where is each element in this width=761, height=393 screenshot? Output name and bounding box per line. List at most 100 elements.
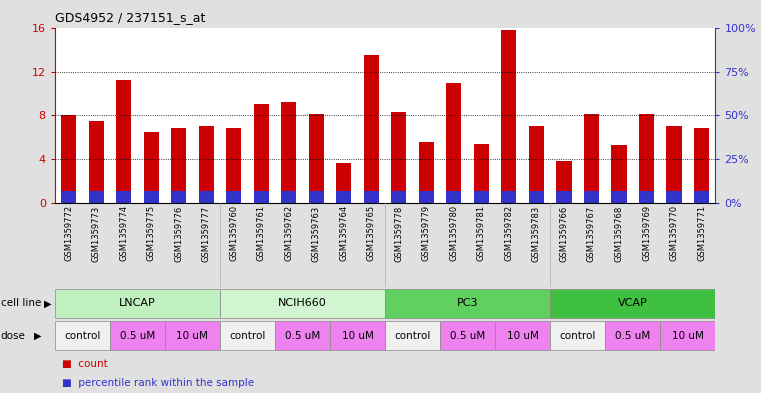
Text: GSM1359782: GSM1359782 xyxy=(505,205,514,261)
Bar xyxy=(220,321,275,350)
Bar xyxy=(226,129,241,203)
Text: cell line: cell line xyxy=(1,298,41,309)
Bar xyxy=(419,191,434,203)
Text: 0.5 uM: 0.5 uM xyxy=(450,331,486,341)
Bar xyxy=(611,191,626,203)
Bar xyxy=(336,163,352,203)
Bar xyxy=(116,191,131,203)
Bar xyxy=(220,289,385,318)
Text: GSM1359765: GSM1359765 xyxy=(367,205,376,261)
Text: GSM1359774: GSM1359774 xyxy=(119,205,128,261)
Text: VCAP: VCAP xyxy=(618,298,648,309)
Text: 10 uM: 10 uM xyxy=(177,331,209,341)
Text: GSM1359783: GSM1359783 xyxy=(532,205,541,262)
Bar xyxy=(556,161,572,203)
Bar xyxy=(584,191,599,203)
Bar xyxy=(55,321,110,350)
Text: 0.5 uM: 0.5 uM xyxy=(119,331,155,341)
Bar xyxy=(364,191,379,203)
Bar xyxy=(584,114,599,203)
Text: ■  count: ■ count xyxy=(62,359,108,369)
Bar xyxy=(529,126,544,203)
Text: GSM1359770: GSM1359770 xyxy=(670,205,679,261)
Text: GSM1359762: GSM1359762 xyxy=(285,205,293,261)
Text: GSM1359780: GSM1359780 xyxy=(450,205,458,261)
Text: GSM1359760: GSM1359760 xyxy=(229,205,238,261)
Bar xyxy=(171,191,186,203)
Bar xyxy=(550,289,715,318)
Text: 10 uM: 10 uM xyxy=(672,331,704,341)
Bar xyxy=(667,191,682,203)
Text: GSM1359781: GSM1359781 xyxy=(477,205,486,261)
Text: GSM1359766: GSM1359766 xyxy=(559,205,568,262)
Bar xyxy=(199,191,214,203)
Bar xyxy=(661,321,715,350)
Bar xyxy=(446,191,461,203)
Text: GSM1359772: GSM1359772 xyxy=(64,205,73,261)
Text: GSM1359778: GSM1359778 xyxy=(394,205,403,262)
Bar xyxy=(605,321,661,350)
Bar xyxy=(446,83,461,203)
Bar xyxy=(639,191,654,203)
Bar xyxy=(391,112,406,203)
Bar xyxy=(253,105,269,203)
Bar xyxy=(116,80,131,203)
Bar xyxy=(330,321,385,350)
Bar xyxy=(309,114,324,203)
Text: PC3: PC3 xyxy=(457,298,479,309)
Bar xyxy=(61,116,76,203)
Text: GSM1359771: GSM1359771 xyxy=(697,205,706,261)
Bar xyxy=(55,289,220,318)
Bar xyxy=(110,321,165,350)
Text: control: control xyxy=(559,331,596,341)
Bar xyxy=(667,126,682,203)
Bar xyxy=(694,191,709,203)
Bar xyxy=(226,191,241,203)
Text: GSM1359768: GSM1359768 xyxy=(615,205,623,262)
Text: GSM1359775: GSM1359775 xyxy=(147,205,155,261)
Bar xyxy=(419,141,434,203)
Bar xyxy=(253,191,269,203)
Text: control: control xyxy=(394,331,431,341)
Text: GSM1359779: GSM1359779 xyxy=(422,205,431,261)
Bar xyxy=(364,55,379,203)
Bar xyxy=(199,126,214,203)
Text: GSM1359776: GSM1359776 xyxy=(174,205,183,262)
Text: LNCAP: LNCAP xyxy=(119,298,156,309)
Text: GSM1359764: GSM1359764 xyxy=(339,205,349,261)
Bar xyxy=(88,121,103,203)
Bar xyxy=(474,144,489,203)
Text: 0.5 uM: 0.5 uM xyxy=(285,331,320,341)
Text: GDS4952 / 237151_s_at: GDS4952 / 237151_s_at xyxy=(55,11,205,24)
Bar xyxy=(501,30,517,203)
Bar xyxy=(61,191,76,203)
Text: NCIH660: NCIH660 xyxy=(278,298,327,309)
Bar xyxy=(144,132,159,203)
Text: 10 uM: 10 uM xyxy=(507,331,539,341)
Bar xyxy=(611,145,626,203)
Bar xyxy=(391,191,406,203)
Text: control: control xyxy=(229,331,266,341)
Text: 10 uM: 10 uM xyxy=(342,331,374,341)
Bar xyxy=(440,321,495,350)
Text: ▶: ▶ xyxy=(44,298,52,309)
Bar xyxy=(495,321,550,350)
Bar xyxy=(171,129,186,203)
Bar xyxy=(385,321,440,350)
Text: ▶: ▶ xyxy=(34,331,42,341)
Text: GSM1359777: GSM1359777 xyxy=(202,205,211,262)
Text: 0.5 uM: 0.5 uM xyxy=(615,331,651,341)
Bar xyxy=(556,191,572,203)
Text: GSM1359773: GSM1359773 xyxy=(91,205,100,262)
Bar xyxy=(281,102,296,203)
Bar xyxy=(639,114,654,203)
Bar xyxy=(336,191,352,203)
Bar xyxy=(529,191,544,203)
Text: GSM1359769: GSM1359769 xyxy=(642,205,651,261)
Text: GSM1359763: GSM1359763 xyxy=(312,205,320,262)
Bar xyxy=(550,321,605,350)
Text: dose: dose xyxy=(1,331,26,341)
Bar xyxy=(88,191,103,203)
Bar xyxy=(309,191,324,203)
Bar xyxy=(474,191,489,203)
